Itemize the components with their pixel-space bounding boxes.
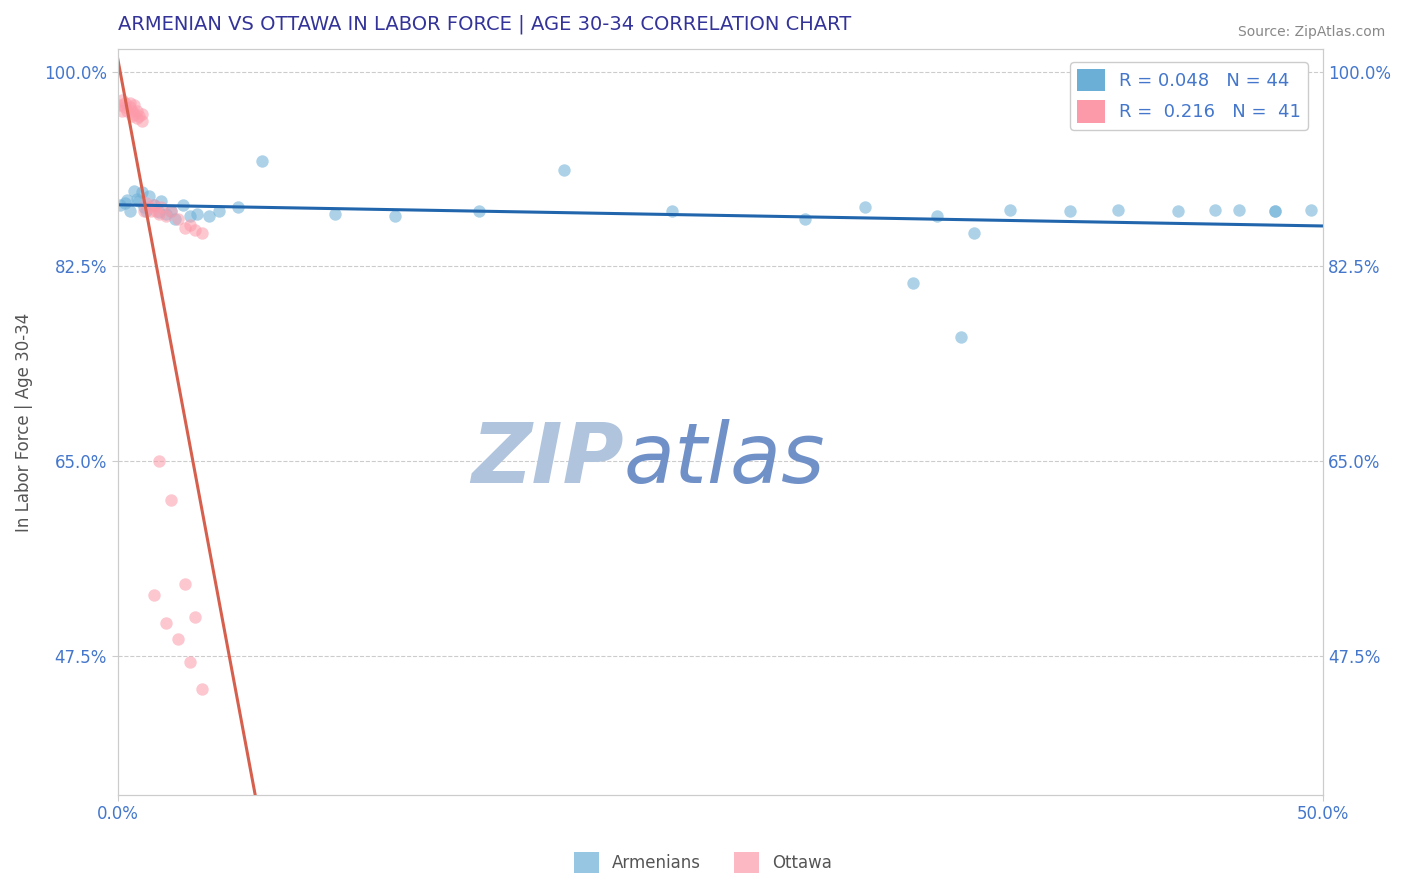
Point (118, 100, 141, 114)
Point (121, 103, 143, 118)
Point (250, 153, 273, 168)
Point (1264, 203, 1286, 218)
Point (114, 196, 136, 211)
Point (148, 207, 170, 221)
Point (131, 107, 153, 121)
Point (142, 198, 165, 212)
Point (950, 329, 973, 343)
Point (159, 203, 181, 218)
Point (172, 198, 194, 212)
Point (125, 112, 148, 126)
Point (927, 210, 949, 224)
Point (159, 493, 181, 508)
Point (125, 103, 148, 118)
Point (108, 198, 131, 212)
Point (141, 203, 163, 218)
Point (468, 203, 491, 218)
Point (124, 107, 146, 121)
Point (1204, 202, 1226, 217)
Point (135, 203, 157, 218)
Point (131, 185, 153, 199)
Point (198, 210, 221, 224)
Point (384, 210, 406, 224)
Text: Source: ZipAtlas.com: Source: ZipAtlas.com (1237, 25, 1385, 39)
Point (138, 189, 160, 203)
Point (1167, 203, 1189, 218)
Point (191, 226, 214, 240)
Point (155, 210, 177, 224)
Point (174, 576, 197, 591)
Point (118, 203, 141, 218)
Text: atlas: atlas (624, 419, 825, 500)
Point (128, 194, 150, 208)
Point (124, 184, 146, 198)
Point (128, 109, 150, 123)
Point (165, 211, 187, 226)
Point (179, 219, 201, 233)
Y-axis label: In Labor Force | Age 30-34: In Labor Force | Age 30-34 (15, 312, 32, 532)
Point (115, 103, 138, 118)
Point (155, 207, 177, 221)
Legend: Armenians, Ottawa: Armenians, Ottawa (567, 846, 839, 880)
Point (553, 162, 575, 177)
Point (1227, 202, 1250, 217)
Point (132, 203, 155, 218)
Point (179, 210, 201, 224)
Point (148, 205, 170, 219)
Point (998, 202, 1021, 217)
Point (174, 220, 197, 235)
Point (142, 198, 165, 212)
Point (903, 276, 925, 290)
Point (124, 98, 146, 112)
Point (1107, 202, 1129, 217)
Point (183, 610, 205, 624)
Point (131, 113, 153, 128)
Point (1299, 202, 1322, 217)
Point (149, 201, 172, 215)
Point (125, 192, 148, 206)
Point (226, 201, 249, 215)
Point (183, 223, 205, 237)
Point (148, 454, 170, 468)
Point (853, 201, 876, 215)
Legend: R = 0.048   N = 44, R =  0.216   N =  41: R = 0.048 N = 44, R = 0.216 N = 41 (1070, 62, 1308, 129)
Point (138, 201, 160, 215)
Point (159, 203, 181, 218)
Text: ZIP: ZIP (471, 419, 624, 500)
Point (142, 588, 165, 602)
Point (114, 95, 136, 110)
Point (208, 203, 231, 218)
Point (186, 207, 208, 221)
Point (179, 655, 201, 669)
Point (111, 93, 134, 107)
Point (111, 103, 134, 118)
Text: ARMENIAN VS OTTAWA IN LABOR FORCE | AGE 30-34 CORRELATION CHART: ARMENIAN VS OTTAWA IN LABOR FORCE | AGE … (118, 15, 851, 35)
Point (962, 226, 984, 240)
Point (108, 98, 131, 112)
Point (118, 95, 141, 110)
Point (166, 211, 188, 226)
Point (323, 207, 346, 221)
Point (1059, 203, 1081, 218)
Point (114, 100, 136, 114)
Point (121, 109, 143, 123)
Point (155, 615, 177, 630)
Point (135, 196, 157, 211)
Point (115, 193, 138, 207)
Point (132, 201, 155, 215)
Point (191, 682, 214, 697)
Point (793, 211, 815, 226)
Point (661, 203, 683, 218)
Point (149, 194, 172, 208)
Point (145, 203, 167, 218)
Point (166, 632, 188, 647)
Point (1264, 203, 1286, 218)
